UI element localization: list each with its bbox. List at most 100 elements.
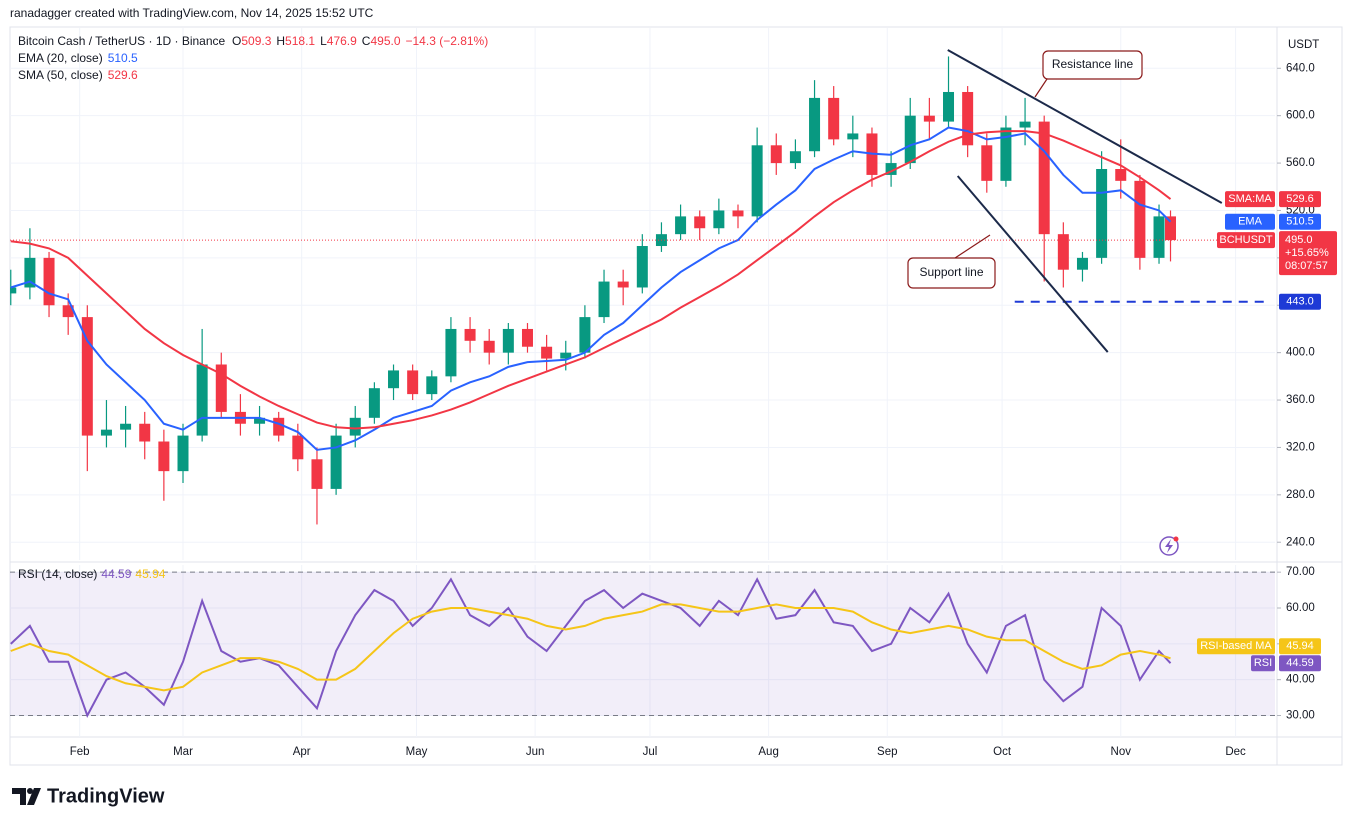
candle-body <box>215 364 227 412</box>
indicator-value: 529.6 <box>108 68 138 82</box>
rsi-name-tag-box <box>1197 638 1275 655</box>
candle-body <box>1038 121 1050 235</box>
candle-body <box>943 91 955 122</box>
ohlc-legend: O509.3 H518.1 L476.9 C495.0 −14.3 (−2.81%) <box>232 34 488 48</box>
indicator-line <box>10 577 1172 718</box>
rsi-title: RSI (14, close) <box>18 567 97 581</box>
candle-body <box>81 317 93 436</box>
rsi-band <box>10 572 1275 716</box>
candle-body <box>521 328 533 347</box>
y-tick-label: 400.0 <box>1286 347 1315 359</box>
candle-body <box>502 328 514 353</box>
indicator-line <box>10 603 1171 692</box>
x-tick-label: Sep <box>877 746 897 758</box>
rsi-value: 45.94 <box>135 567 165 581</box>
candle-body <box>1153 216 1165 258</box>
candle-body <box>904 115 916 164</box>
level-tag-text: 443.0 <box>1286 296 1314 308</box>
candle-body <box>330 435 342 489</box>
rsi-value-tag-text: 44.59 <box>1286 657 1314 669</box>
indicator-legend: EMA (20, close) 510.5 <box>18 51 138 65</box>
annotation-box <box>1042 50 1143 80</box>
candle-body <box>981 145 993 181</box>
candle-body <box>139 423 151 442</box>
indicator-name: EMA (20, close) <box>18 51 103 65</box>
y-tick-label: 560.0 <box>1286 157 1315 169</box>
candle-body <box>598 281 610 318</box>
x-tick-label: Aug <box>758 746 778 758</box>
candle-body <box>10 287 17 294</box>
candle-body <box>464 328 476 341</box>
candle-body <box>158 441 170 472</box>
annotation-text: Resistance line <box>1052 57 1134 71</box>
rsi-legend: RSI (14, close) 44.59 45.94 <box>18 567 166 581</box>
candle-body <box>770 145 782 164</box>
candle-body <box>732 210 744 217</box>
series-value-tag-box <box>1279 191 1321 208</box>
rsi-value-tag-box <box>1279 655 1321 672</box>
candle-body <box>24 257 36 288</box>
series-tag-box <box>1225 213 1275 230</box>
series-tag-box <box>1225 191 1275 208</box>
x-tick-label: Oct <box>993 746 1012 758</box>
price-pane <box>10 49 1275 525</box>
alert-icon <box>1159 536 1179 556</box>
logo-text: TradingView <box>47 785 165 807</box>
indicator-value: 510.5 <box>108 51 138 65</box>
series-tag-text: EMA <box>1238 216 1263 228</box>
candle-body <box>1165 216 1177 241</box>
candle-body <box>789 151 801 164</box>
price-tag-text: 08:07:57 <box>1285 260 1328 272</box>
candle-body <box>62 305 74 318</box>
y-tick-label: 320.0 <box>1286 441 1315 453</box>
x-tick-label: Apr <box>293 746 311 758</box>
rsi-pane <box>10 571 1275 718</box>
candle-body <box>273 417 285 436</box>
candle-body <box>923 115 935 122</box>
series-value-tag-box <box>1279 213 1321 230</box>
candle-body <box>349 417 361 436</box>
ohlc-value: 518.1 <box>285 34 315 48</box>
ohlc-key: C <box>362 34 371 48</box>
candle-body <box>560 352 572 359</box>
series-value-tag-text: 529.6 <box>1286 193 1314 205</box>
candle-body <box>100 429 112 436</box>
candle-body <box>885 163 897 175</box>
trend-line <box>956 175 1109 353</box>
candle-body <box>311 459 323 489</box>
ohlc-value: 509.3 <box>241 34 271 48</box>
indicator-name: SMA (50, close) <box>18 68 103 82</box>
y-tick-label: 600.0 <box>1286 110 1315 122</box>
header: ranadagger created with TradingView.com,… <box>10 6 374 20</box>
indicator-legend: SMA (50, close) 529.6 <box>18 68 138 82</box>
chart-title: Bitcoin Cash / TetherUS · 1D · Binance <box>18 34 226 48</box>
ohlc-key: H <box>276 34 285 48</box>
candle-body <box>254 417 266 424</box>
overlay: Feb Mar Apr May Jun Jul Aug Sep Oct Nov Dec USDT 240… <box>18 34 1337 758</box>
indicator-line <box>10 126 1172 451</box>
y-tick-label: 520.0 <box>1286 204 1315 216</box>
series-tag-text: SMA:MA <box>1228 193 1272 205</box>
logo: TradingView <box>12 785 165 807</box>
y-tick-label: 70.00 <box>1286 566 1315 578</box>
candle-body <box>1057 234 1069 270</box>
trend-line <box>947 49 1223 204</box>
price-tag-text: +15.65% <box>1285 247 1329 259</box>
annotation-box <box>907 257 996 289</box>
change-label: −14.3 (−2.81%) <box>406 34 489 48</box>
candle-body <box>368 388 380 418</box>
candle-body <box>847 133 859 140</box>
candle-body <box>177 435 189 472</box>
rsi-value-tag-text: 45.94 <box>1286 640 1314 652</box>
y-tick-label: 280.0 <box>1286 489 1315 501</box>
candle-body <box>1019 121 1031 128</box>
x-tick-label: Feb <box>70 746 90 758</box>
candle-body <box>579 317 591 353</box>
candle-body <box>196 364 208 436</box>
ohlc-key: L <box>320 34 327 48</box>
candle-body <box>388 370 400 389</box>
candle-body <box>445 328 457 377</box>
ohlc-value: 476.9 <box>327 34 357 48</box>
